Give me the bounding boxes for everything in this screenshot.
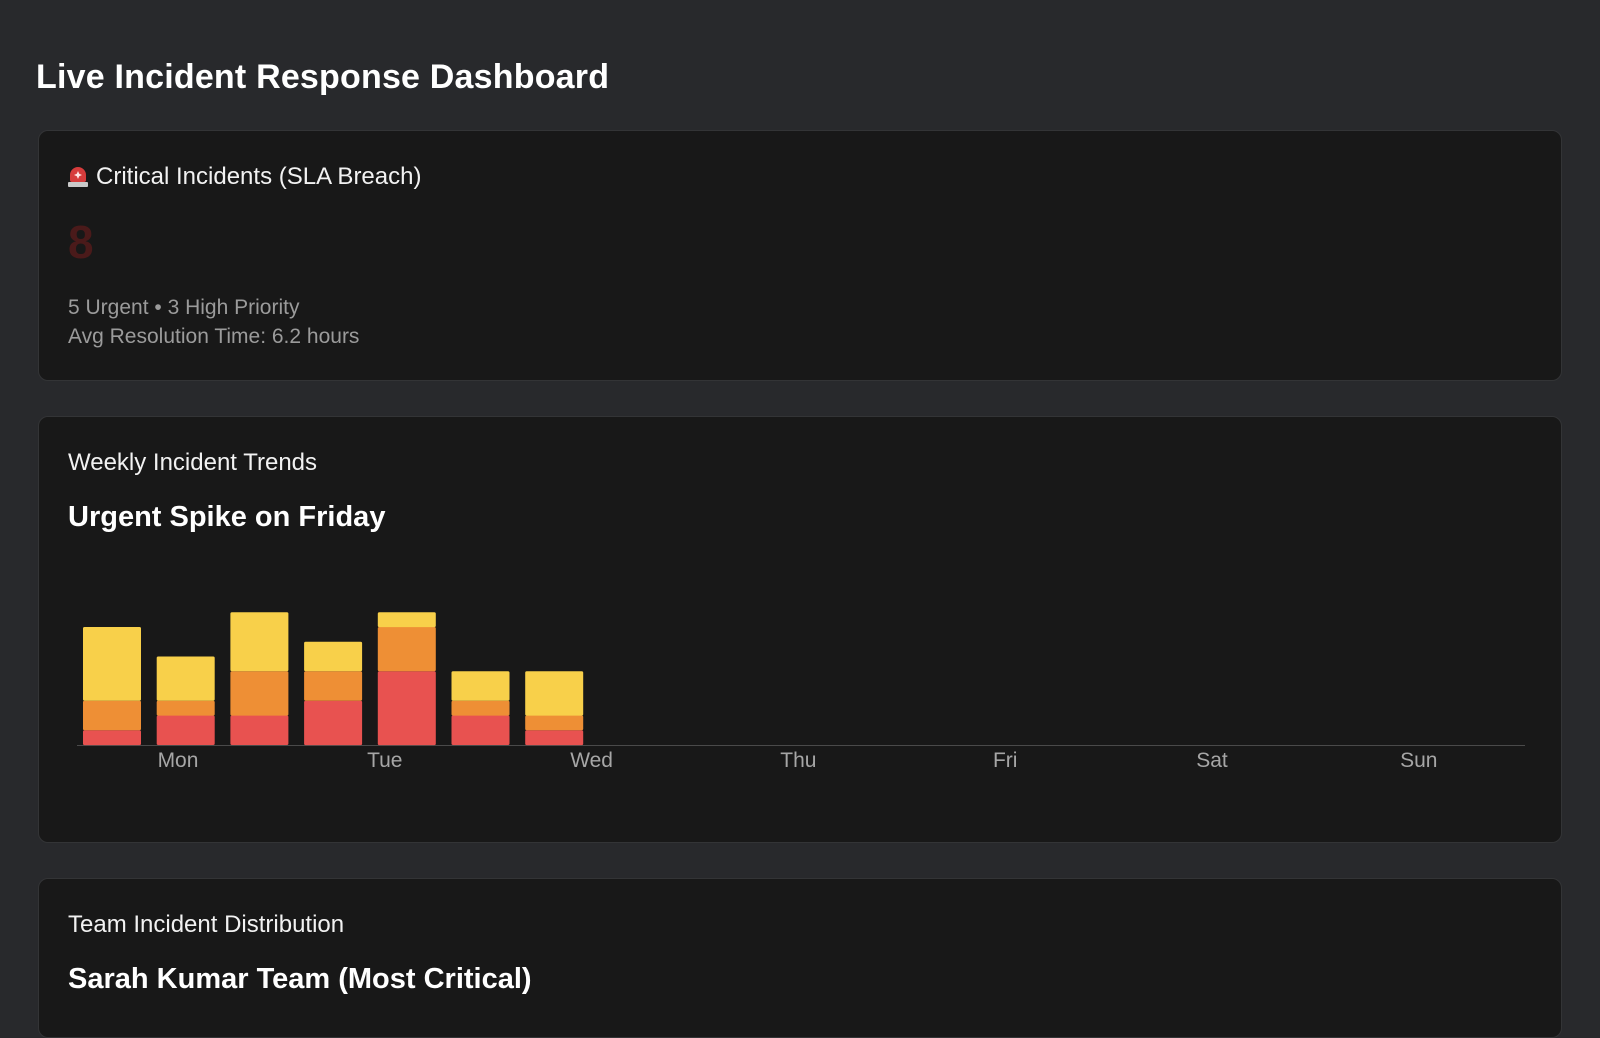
weekly-incident-trends-card: Weekly Incident Trends Urgent Spike on F… [38, 416, 1562, 843]
chart-bar-urgent-5 [377, 671, 436, 746]
x-axis-tick-sun: Sun [1400, 749, 1437, 772]
chart-bar-urgent-1 [83, 730, 141, 746]
x-axis-tick-wed: Wed [570, 749, 613, 772]
chart-bar-high-7 [525, 715, 584, 731]
critical-incidents-title: Critical Incidents (SLA Breach) [96, 163, 422, 190]
chart-bar-high-3 [230, 671, 289, 716]
chart-bar-medium-3 [230, 612, 289, 672]
chart-bar-urgent-3 [230, 715, 289, 745]
siren-base [68, 182, 88, 187]
chart-bar-medium-1 [83, 627, 141, 701]
avg-resolution-time: Avg Resolution Time: 6.2 hours [68, 325, 360, 348]
critical-incident-count: 8 [68, 216, 94, 268]
team-incident-distribution-heading: Sarah Kumar Team (Most Critical) [68, 963, 532, 995]
team-incident-distribution-label: Team Incident Distribution [68, 911, 345, 938]
x-axis-tick-mon: Mon [158, 749, 199, 772]
weekly-incident-trends-heading: Urgent Spike on Friday [68, 501, 386, 533]
page-title: Live Incident Response Dashboard [36, 58, 610, 96]
chart-bar-medium-7 [525, 671, 584, 716]
weekly-incident-trends-label: Weekly Incident Trends [68, 449, 318, 476]
team-incident-distribution-card: Team Incident Distribution Sarah Kumar T… [38, 878, 1562, 1038]
critical-incidents-header: Critical Incidents (SLA Breach) [68, 163, 421, 191]
siren-light [74, 171, 82, 179]
chart-bar-urgent-2 [156, 715, 215, 745]
chart-bar-urgent-7 [525, 730, 584, 746]
x-axis-tick-tue: Tue [367, 749, 402, 772]
chart-bar-high-6 [451, 700, 510, 716]
chart-bar-high-2 [156, 700, 215, 716]
chart-bar-high-1 [83, 700, 141, 731]
siren-icon [68, 166, 88, 188]
chart-bar-medium-4 [304, 641, 363, 672]
chart-bar-urgent-6 [451, 715, 510, 745]
x-axis-tick-thu: Thu [780, 749, 816, 772]
chart-bar-medium-6 [451, 671, 510, 701]
chart-bar-high-4 [304, 671, 363, 701]
weekly-incident-chart: Mon Tue Wed Thu Fri Sat Sun [77, 612, 1525, 772]
incident-priority-breakdown: 5 Urgent • 3 High Priority [68, 296, 300, 319]
x-axis-tick-sat: Sat [1196, 749, 1228, 772]
chart-bar-medium-5 [377, 612, 436, 628]
chart-bar-urgent-4 [304, 700, 363, 746]
critical-incidents-card: Critical Incidents (SLA Breach) 8 5 Urge… [38, 130, 1562, 381]
x-axis-tick-fri: Fri [993, 749, 1018, 772]
chart-bar-medium-2 [156, 656, 215, 701]
chart-bar-high-5 [377, 627, 436, 672]
